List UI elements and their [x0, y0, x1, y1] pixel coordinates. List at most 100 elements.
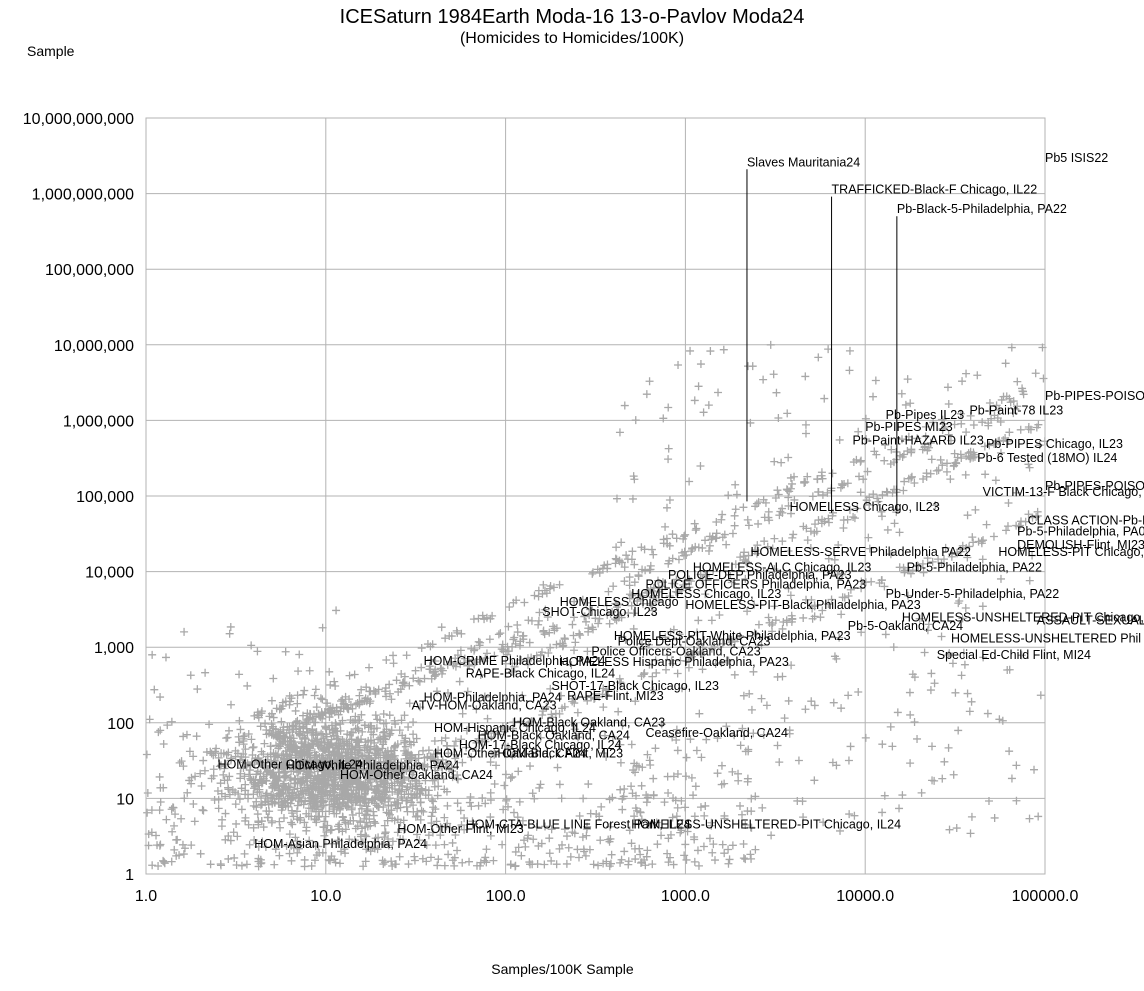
data-point	[881, 440, 890, 449]
data-point	[859, 475, 868, 484]
annotation-label: HOMELESS-UNSHELTERED-PIT Chicago, IL24	[631, 817, 901, 831]
data-point	[385, 680, 394, 689]
data-point	[527, 653, 536, 662]
data-point	[930, 679, 939, 688]
annotation-label: Pb-PIPES MI23	[865, 420, 953, 434]
data-point	[156, 797, 165, 806]
data-point	[402, 651, 411, 660]
data-point	[353, 698, 362, 707]
data-point	[808, 604, 817, 613]
data-point	[330, 677, 339, 686]
data-point	[547, 825, 556, 834]
data-point	[467, 753, 476, 762]
annotation-label: POLICE-DEP Philadelphia, PA23	[668, 568, 852, 582]
data-point	[397, 716, 406, 725]
data-point	[992, 401, 1001, 410]
data-point	[662, 503, 671, 512]
data-point	[1009, 397, 1018, 406]
data-point	[343, 704, 352, 713]
data-point	[154, 728, 163, 737]
data-point	[937, 632, 946, 641]
annotation-label: VICTIM-13-F Black Chicago, IL	[983, 485, 1144, 499]
data-point	[409, 730, 418, 739]
data-point	[301, 796, 310, 805]
data-point	[575, 811, 584, 820]
data-point	[690, 835, 699, 844]
data-point	[379, 782, 388, 791]
data-point	[573, 708, 582, 717]
chart-subtitle: (Homicides to Homicides/100K)	[459, 30, 685, 47]
data-point	[254, 842, 263, 851]
data-point	[629, 609, 638, 618]
annotation-label: HOM-Hispanic Chicago, IL24	[434, 721, 596, 735]
data-point	[305, 742, 314, 751]
data-point	[1030, 765, 1039, 774]
data-point	[668, 813, 677, 822]
data-point	[428, 776, 437, 785]
data-point	[739, 691, 748, 700]
data-point	[845, 810, 854, 819]
data-point	[411, 812, 420, 821]
data-point	[370, 844, 379, 853]
data-point	[269, 674, 278, 683]
data-point	[749, 667, 758, 676]
data-point	[749, 729, 758, 738]
data-point	[739, 854, 748, 863]
data-point	[653, 840, 662, 849]
data-point	[226, 836, 235, 845]
data-point	[481, 737, 490, 746]
data-point	[549, 622, 558, 631]
data-point	[508, 668, 517, 677]
data-point	[494, 730, 503, 739]
data-point	[784, 493, 793, 502]
data-point	[514, 767, 523, 776]
data-point	[239, 740, 248, 749]
data-point	[387, 806, 396, 815]
annotation-label: HOM-Other Oakland, CA24	[340, 768, 493, 782]
data-point	[394, 687, 403, 696]
data-point	[694, 861, 703, 870]
data-point	[677, 586, 686, 595]
x-tick-label: 10.0	[310, 888, 341, 905]
data-point	[895, 804, 904, 813]
data-point	[639, 670, 648, 679]
data-point	[698, 643, 707, 652]
data-point	[458, 709, 467, 718]
data-point	[573, 845, 582, 854]
data-point	[637, 815, 646, 824]
data-point	[684, 663, 693, 672]
data-point	[989, 532, 998, 541]
data-point	[845, 366, 854, 375]
data-point	[357, 710, 366, 719]
data-point	[562, 832, 571, 841]
data-point	[300, 751, 309, 760]
data-point	[681, 840, 690, 849]
data-point	[431, 766, 440, 775]
data-point	[748, 362, 757, 371]
data-point	[708, 848, 717, 857]
data-point	[712, 517, 721, 526]
data-point	[736, 741, 745, 750]
data-point	[957, 671, 966, 680]
data-point	[199, 806, 208, 815]
annotation-label: DEMOLISH-Flint, MI23	[1017, 538, 1144, 552]
y-tick-label: 100	[107, 716, 134, 733]
data-point	[886, 460, 895, 469]
data-point	[509, 635, 518, 644]
data-point	[431, 805, 440, 814]
data-point	[290, 761, 299, 770]
data-point	[966, 829, 975, 838]
data-point	[643, 793, 652, 802]
data-point	[793, 796, 802, 805]
data-point	[243, 681, 252, 690]
data-point	[861, 414, 870, 423]
data-point	[250, 836, 259, 845]
data-point	[377, 796, 386, 805]
data-point	[371, 819, 380, 828]
data-point	[224, 726, 233, 735]
data-point	[416, 703, 425, 712]
data-point	[719, 345, 728, 354]
y-tick-label: 100,000,000	[45, 262, 134, 279]
data-point	[518, 691, 527, 700]
data-point	[981, 470, 990, 479]
